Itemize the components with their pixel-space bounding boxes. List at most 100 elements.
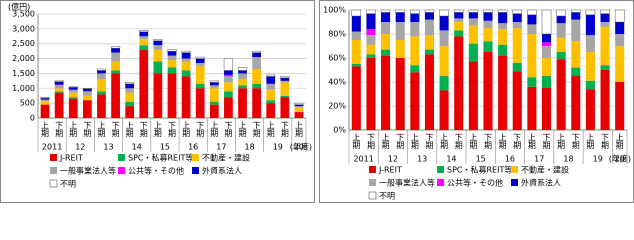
bar-segment: [395, 9, 405, 13]
bar-segment: [512, 71, 522, 130]
y-tick-label: 3,000: [12, 24, 35, 33]
bar-segment: [111, 52, 120, 62]
bar-segment: [97, 73, 106, 80]
bar-segment: [366, 35, 376, 45]
bar-segment: [410, 65, 420, 73]
x-group-label: 20: [294, 143, 304, 152]
x-tick-label: 上期: [557, 133, 566, 150]
bar-segment: [223, 58, 234, 71]
bar-segment: [280, 95, 290, 98]
bar-segment: [224, 82, 233, 92]
x-tick-label: 下期: [139, 121, 148, 138]
bar-segment: [512, 13, 522, 22]
bar-segment: [497, 9, 508, 13]
bar-segment: [252, 68, 262, 84]
legend-swatch: [511, 166, 518, 173]
bar-segment: [181, 52, 191, 59]
bar-segment: [395, 58, 405, 130]
bar-segment: [395, 40, 405, 58]
bar-segment: [483, 41, 493, 52]
bar-segment: [68, 87, 78, 90]
bar-segment: [615, 34, 625, 46]
legend-label: J-REIT: [378, 166, 402, 175]
bar-segment: [483, 52, 493, 130]
bar-segment: [153, 49, 163, 62]
legend-swatch: [118, 167, 125, 174]
legend-label: 一般事業法人等: [60, 166, 116, 176]
x-group-label: 14: [132, 143, 142, 152]
x-tick-label: 上期: [440, 133, 449, 150]
legend-label: SPC・私募REIT等: [128, 153, 193, 163]
bar-segment: [125, 101, 135, 107]
bar-segment: [224, 97, 233, 118]
x-group-label: 20: [615, 155, 625, 164]
bar-segment: [498, 55, 508, 130]
bar-segment: [167, 60, 177, 68]
y-tick-label: 0%: [333, 126, 346, 135]
bar-segment: [294, 104, 304, 107]
bar-segment: [439, 16, 449, 31]
y-tick-label: 3,500: [12, 10, 35, 19]
bar-segment: [351, 40, 361, 64]
x-tick-label: 上期: [381, 133, 390, 150]
bar-segment: [153, 40, 163, 46]
bar-segment: [453, 9, 464, 13]
legend-swatch: [369, 166, 376, 173]
bar-segment: [424, 54, 435, 130]
y-tick-label: 60%: [328, 54, 346, 63]
bar-segment: [153, 73, 163, 118]
bar-segment: [600, 13, 610, 22]
bar-segment: [82, 95, 92, 101]
bar-segment: [410, 22, 420, 37]
bar-segment: [54, 85, 64, 89]
bar-segment: [111, 73, 120, 118]
bar-segment: [600, 22, 610, 27]
bar-segment: [483, 28, 493, 42]
y-tick-label: 1,000: [12, 84, 35, 93]
bar-segment: [266, 100, 276, 104]
legend-swatch: [50, 154, 57, 161]
bar-segment: [139, 36, 149, 40]
bar-segment: [381, 49, 391, 56]
bar-segment: [54, 88, 64, 92]
bar-segment: [556, 37, 566, 52]
bar-segment: [224, 91, 233, 98]
x-tick-label: 下期: [396, 133, 405, 150]
bar-segment: [468, 43, 478, 62]
bar-segment: [527, 77, 537, 87]
bar-segment: [527, 86, 537, 130]
legend-label: 外資系法人: [521, 178, 561, 188]
legend-label: 一般事業法人等: [379, 178, 435, 188]
bar-segment: [139, 45, 149, 50]
bar-segment: [366, 9, 376, 14]
bar-segment: [224, 74, 233, 77]
bar-segment: [585, 52, 595, 81]
x-tick-label: 下期: [111, 121, 120, 138]
bar-segment: [541, 9, 552, 35]
bar-segment: [97, 79, 106, 92]
bar-segment: [153, 61, 163, 74]
bar-segment: [238, 73, 247, 80]
x-tick-label: 上期: [527, 133, 536, 150]
bar-segment: [167, 73, 177, 118]
bar-segment: [110, 46, 121, 49]
x-tick-label: 下期: [280, 121, 289, 138]
x-tick-label: 上期: [153, 121, 162, 138]
x-group-label: 2011: [42, 143, 62, 152]
bar-segment: [252, 83, 262, 89]
bar-segment: [541, 58, 552, 76]
bar-segment: [366, 29, 376, 36]
bar-segment: [266, 103, 276, 118]
legend-label: 不明: [60, 180, 76, 189]
bar-segment: [82, 100, 92, 118]
bar-segment: [615, 82, 625, 130]
bar-segment: [294, 112, 304, 118]
bar-segment: [527, 34, 537, 78]
x-group-label: 13: [417, 155, 427, 164]
bar-segment: [498, 23, 508, 30]
bar-segment: [351, 16, 361, 32]
bar-segment: [139, 39, 149, 46]
legend-label: 不動産・建設: [521, 165, 569, 175]
bar-segment: [139, 31, 149, 37]
bar-segment: [615, 46, 625, 82]
